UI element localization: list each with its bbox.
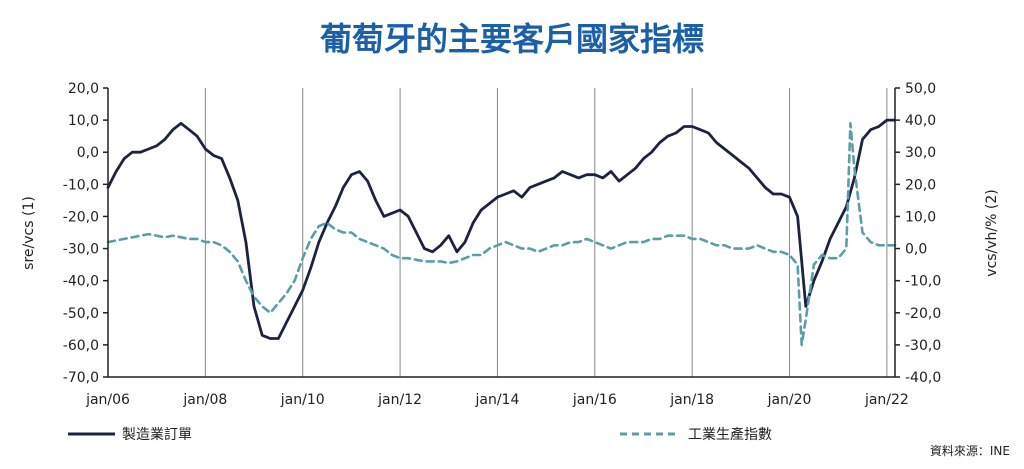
left-tick-label: -60,0	[63, 338, 99, 354]
left-tick-label: 10,0	[68, 113, 99, 129]
left-tick-labels: 20,0 10,0 0,0 -10,0 -20,0 -30,0 -40,0 -50,0 -60,…	[63, 81, 108, 386]
right-tick-label: 20,0	[905, 177, 936, 193]
left-tick-label: 20,0	[68, 81, 99, 97]
right-tick-label: 10,0	[905, 209, 936, 225]
right-tick-label: 30,0	[905, 145, 936, 161]
x-tick-label: jan/12	[377, 392, 422, 408]
right-tick-label: -40,0	[905, 370, 941, 386]
x-tick-label: jan/06	[85, 392, 130, 408]
left-axis-label: sre/vcs (1)	[21, 196, 37, 270]
x-tick-label: jan/10	[280, 392, 325, 408]
left-tick-label: -50,0	[63, 306, 99, 322]
source-note: 資料來源：INE	[930, 444, 1010, 458]
x-tick-label: jan/22	[864, 392, 909, 408]
chart-title: 葡萄牙的主要客戶國家指標	[320, 20, 704, 58]
right-tick-label: -30,0	[905, 338, 941, 354]
left-tick-label: -20,0	[63, 209, 99, 225]
x-tick-label: jan/18	[669, 392, 714, 408]
x-tick-labels: jan/06 jan/08 jan/10 jan/12 jan/14 jan/16 jan/…	[85, 392, 909, 408]
series-lines	[106, 118, 897, 347]
x-tick-label: jan/16	[572, 392, 617, 408]
right-tick-label: 50,0	[905, 81, 936, 97]
right-tick-label: 0,0	[905, 242, 927, 258]
x-tick-label: jan/08	[182, 392, 227, 408]
legend-production-label: 工業生產指數	[688, 426, 772, 443]
left-tick-label: -40,0	[63, 274, 99, 290]
right-tick-label: -10,0	[905, 274, 941, 290]
right-tick-label: -20,0	[905, 306, 941, 322]
x-tick-label: jan/20	[767, 392, 812, 408]
right-tick-label: 40,0	[905, 113, 936, 129]
left-tick-label: 0,0	[77, 145, 99, 161]
right-axis-label: vcs/vh/% (2)	[984, 189, 1000, 276]
right-tick-labels: 50,0 40,0 30,0 20,0 10,0 0,0 -10,0 -20,0 -30,0 -4…	[895, 81, 941, 386]
series-line-orders	[106, 118, 897, 340]
left-tick-label: -30,0	[63, 242, 99, 258]
left-tick-label: -70,0	[63, 370, 99, 386]
vertical-gridlines	[204, 88, 888, 377]
left-tick-label: -10,0	[63, 177, 99, 193]
legend-orders-label: 製造業訂單	[122, 427, 192, 443]
series-line-production	[106, 122, 897, 347]
x-tick-label: jan/14	[475, 392, 520, 408]
